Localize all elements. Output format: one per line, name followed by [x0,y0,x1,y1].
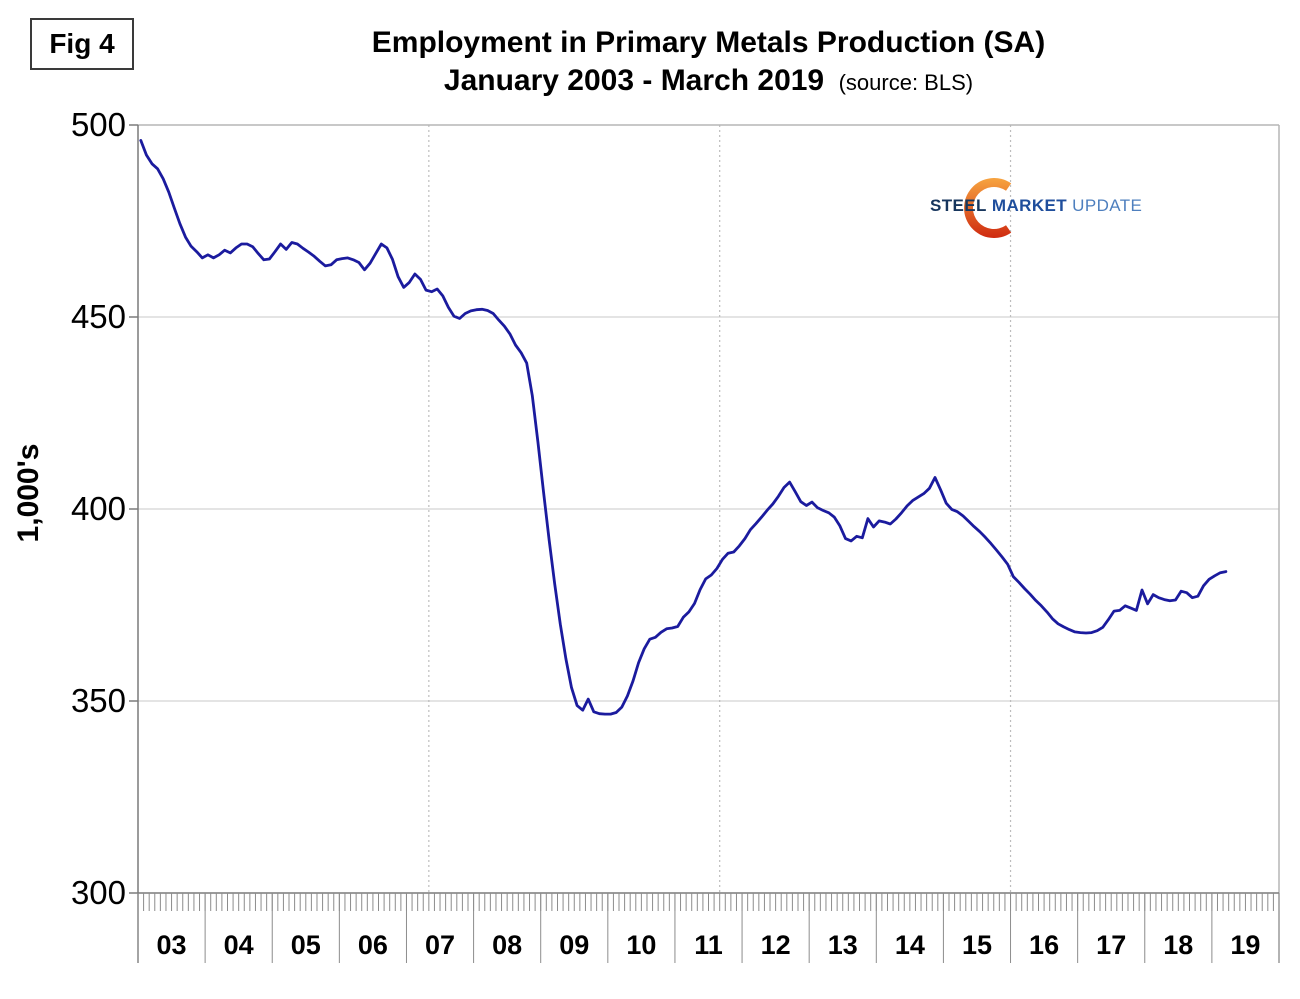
smu-logo-market: MARKET [991,196,1068,215]
y-tick-label: 450 [70,298,126,335]
x-year-label: 15 [961,930,992,960]
chart-source-note: (source: BLS) [838,69,974,95]
figure-label-text: Fig 4 [49,28,115,59]
smu-logo-steel: STEEL [930,196,987,215]
x-year-label: 18 [1163,930,1194,960]
x-year-label: 03 [156,930,187,960]
x-year-label: 04 [223,930,254,960]
x-year-label: 09 [559,930,590,960]
figure-label: Fig 4 [30,18,134,70]
x-year-label: 13 [827,930,858,960]
y-tick-label: 400 [70,490,126,527]
y-tick-label: 500 [70,106,126,143]
employment-series-line [139,138,1228,716]
x-year-label: 17 [1096,930,1127,960]
x-year-label: 10 [626,930,657,960]
chart-title: Employment in Primary Metals Production … [371,26,1046,59]
x-year-label: 08 [492,930,523,960]
x-year-label: 12 [760,930,791,960]
x-year-label: 16 [1029,930,1060,960]
x-year-label: 14 [894,930,925,960]
y-tick-label: 300 [70,874,126,911]
steel-market-update-logo: STEEL MARKET UPDATE [930,170,1143,238]
x-year-label: 06 [357,930,388,960]
chart-subtitle: January 2003 - March 2019 (source: BLS) [138,62,1279,100]
x-year-label: 19 [1230,930,1261,960]
x-year-label: 07 [425,930,456,960]
x-year-label: 05 [290,930,321,960]
chart-title-block: Employment in Primary Metals Production … [138,24,1279,99]
smu-logo-text: STEEL MARKET UPDATE [930,196,1143,216]
smu-logo-update: UPDATE [1072,196,1143,215]
x-year-label: 11 [694,930,723,960]
chart-subtitle-range: January 2003 - March 2019 [443,63,825,97]
smu-crescent-icon [964,178,1012,238]
y-tick-label: 350 [70,682,126,719]
